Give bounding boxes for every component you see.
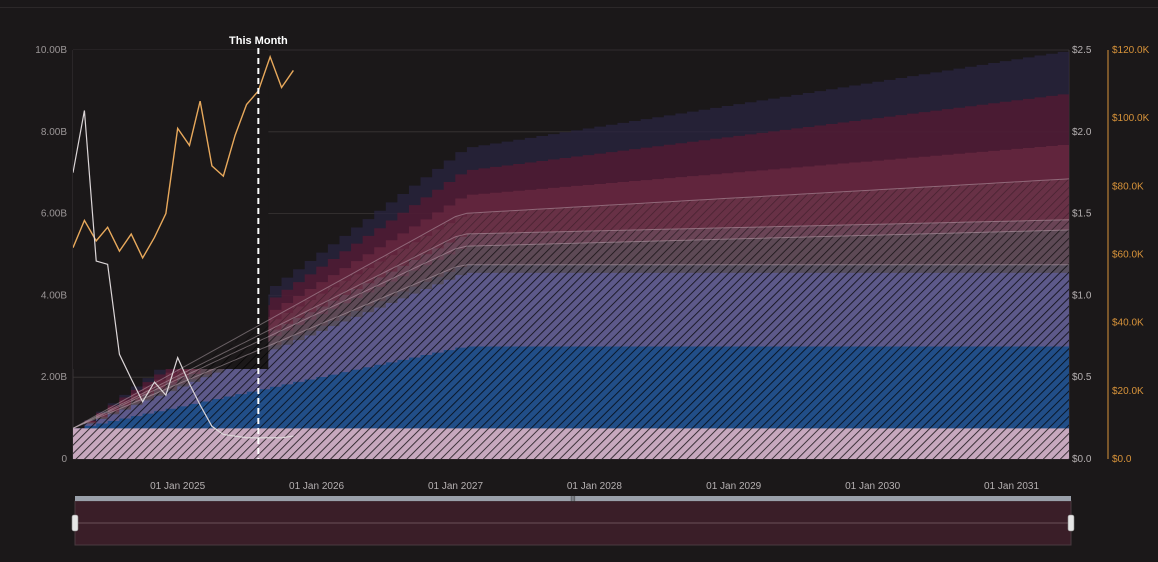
area-edge-6	[73, 178, 1069, 429]
area-edge-3	[73, 264, 1069, 429]
y-left-tick: 0	[61, 454, 67, 465]
x-tick: 01 Jan 2029	[706, 481, 761, 492]
y-right-usd-tick: $2.5	[1072, 45, 1092, 56]
axis-layer: 0 2.00B 4.00B 6.00B 8.00B 10.00B $0.0 $0.5 $1.0 $…	[35, 45, 1149, 492]
area-edge-4	[73, 229, 1069, 429]
y-left-tick: 10.00B	[35, 45, 67, 56]
x-tick: 01 Jan 2031	[984, 481, 1039, 492]
y-left-tick: 6.00B	[41, 209, 67, 220]
y-left-tick: 2.00B	[41, 372, 67, 383]
y-right-k-tick: $40.0K	[1112, 318, 1144, 329]
navigator[interactable]: |||	[71, 496, 1075, 546]
y-left-tick: 4.00B	[41, 290, 67, 301]
x-tick: 01 Jan 2026	[289, 481, 344, 492]
top-divider	[0, 7, 1158, 8]
x-tick: 01 Jan 2025	[150, 481, 205, 492]
y-right-usd-tick: $2.0	[1072, 127, 1092, 138]
annotation-layer: This Month	[229, 35, 288, 459]
y-right-k-tick: $0.0	[1112, 454, 1132, 465]
navigator-scrollbar[interactable]	[75, 496, 1071, 501]
y-right-usd-tick: $0.5	[1072, 372, 1092, 383]
navigator-handle-right[interactable]	[1067, 514, 1075, 532]
y-right-k-tick: $20.0K	[1112, 386, 1144, 397]
y-right-usd-tick: $1.5	[1072, 209, 1092, 220]
y-right-k-tick: $80.0K	[1112, 181, 1144, 192]
navigator-handle-left[interactable]	[71, 514, 79, 532]
y-right-k-tick: $120.0K	[1112, 45, 1150, 56]
y-left-tick: 8.00B	[41, 127, 67, 138]
x-tick: 01 Jan 2028	[567, 481, 622, 492]
line-layer	[73, 54, 1069, 439]
navigator-grip-icon[interactable]: |||	[570, 496, 576, 503]
x-tick: 01 Jan 2030	[845, 481, 900, 492]
past-mask	[73, 50, 269, 370]
y-right-k-tick: $60.0K	[1112, 250, 1144, 261]
area-hatch-3	[73, 264, 1069, 459]
y-right-usd-tick: $1.0	[1072, 290, 1092, 301]
price-line	[73, 54, 294, 260]
y-right-usd-tick: $0.0	[1072, 454, 1092, 465]
y-right-k-tick: $100.0K	[1112, 113, 1150, 124]
supply-line	[73, 110, 294, 439]
x-tick: 01 Jan 2027	[428, 481, 483, 492]
this-month-label: This Month	[229, 35, 288, 47]
area-edge-5	[73, 219, 1069, 429]
hatch-layer	[73, 178, 1069, 459]
